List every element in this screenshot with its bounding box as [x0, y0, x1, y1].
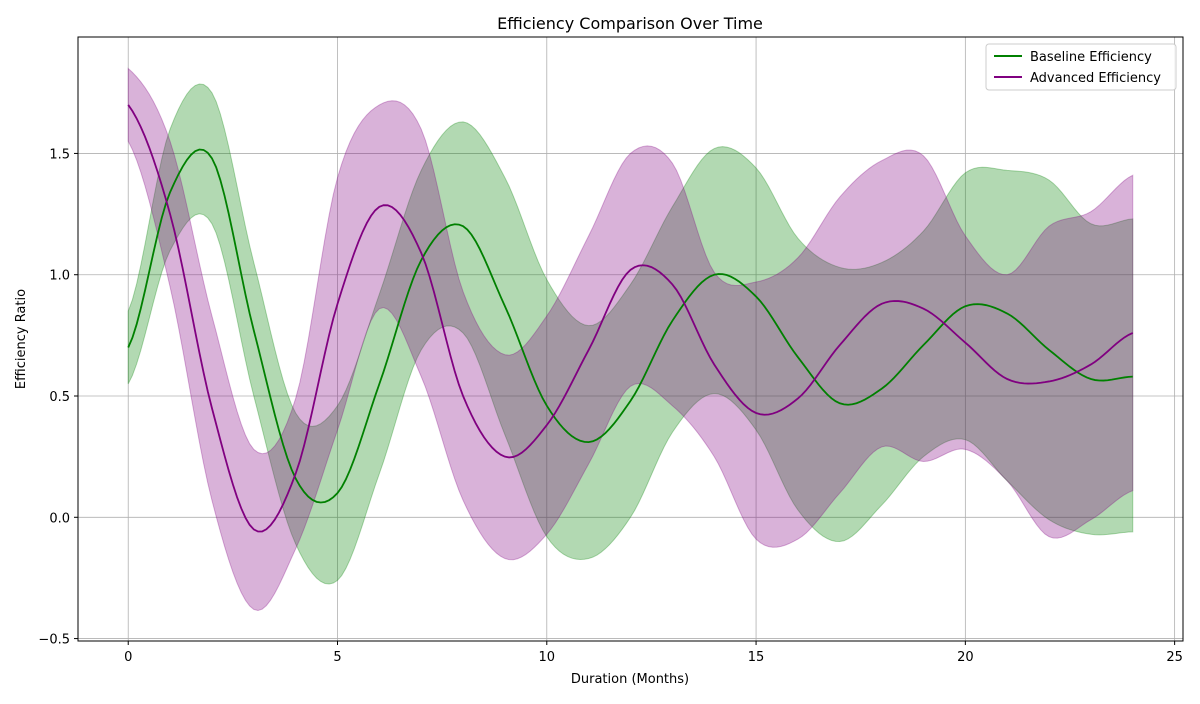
x-tick-label: 25 [1166, 650, 1183, 665]
x-tick-label: 0 [124, 650, 132, 665]
y-tick-label: 0.5 [49, 390, 70, 405]
legend-box [985, 43, 1177, 91]
legend: Baseline Efficiency Advanced Efficiency [985, 43, 1177, 91]
x-tick-label: 15 [748, 650, 765, 665]
y-tick-label: 1.5 [49, 147, 70, 162]
x-tick-label: 20 [957, 650, 974, 665]
y-axis-label: Efficiency Ratio [14, 289, 29, 389]
line-baseline [127, 148, 1133, 504]
band-baseline [127, 83, 1134, 585]
band-advanced [127, 67, 1134, 612]
x-tick-label: 5 [333, 650, 341, 665]
tick-layer: 0 5 10 15 20 25 −0.5 0.0 0.5 1.0 1.5 [38, 147, 1182, 665]
plot-frame [77, 36, 1184, 642]
axes [77, 36, 1184, 642]
y-tick-label: 0.0 [49, 511, 70, 526]
y-tick-label: −0.5 [38, 633, 70, 648]
y-tick-label: 1.0 [49, 269, 70, 284]
x-axis-label: Duration (Months) [571, 672, 689, 687]
series-lines [127, 104, 1134, 533]
x-tick-label: 10 [539, 650, 556, 665]
line-advanced [127, 104, 1134, 533]
grid-layer [78, 37, 1183, 641]
legend-label-baseline: Baseline Efficiency [1030, 50, 1152, 65]
legend-label-advanced: Advanced Efficiency [1030, 71, 1161, 86]
chart-title: Efficiency Comparison Over Time [497, 14, 763, 33]
confidence-bands [127, 67, 1134, 612]
